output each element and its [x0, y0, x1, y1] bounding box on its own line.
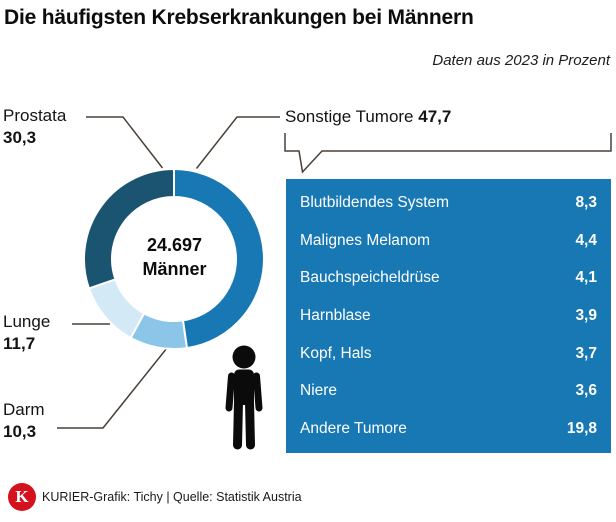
donut-slice-lunge	[87, 278, 146, 339]
breakdown-row-value: 3,7	[575, 344, 597, 362]
breakdown-row-label: Blutbildendes System	[300, 193, 450, 211]
donut-center-unit: Männer	[142, 259, 207, 279]
breakdown-row-value: 19,8	[566, 420, 597, 438]
footer-credit: KURIER-Grafik: Tichy | Quelle: Statistik…	[42, 490, 302, 504]
breakdown-row-value: 3,6	[575, 382, 597, 400]
breakdown-row-label: Kopf, Hals	[300, 344, 372, 362]
breakdown-row: Malignes Melanom 4,4	[300, 232, 597, 250]
man-pictogram-icon	[225, 345, 263, 450]
callout-sonstige-label: Sonstige Tumore	[285, 107, 414, 126]
kurier-logo: K	[8, 483, 36, 511]
breakdown-row: Bauchspeicheldrüse 4,1	[300, 269, 597, 287]
callout-prostata: Prostata 30,3	[3, 105, 66, 149]
breakdown-row-label: Andere Tumore	[300, 420, 407, 438]
breakdown-row: Harnblase 3,9	[300, 307, 597, 325]
donut-slice-prostata	[83, 168, 175, 290]
breakdown-row: Blutbildendes System 8,3	[300, 194, 597, 212]
callout-sonstige-value: 47,7	[418, 107, 452, 126]
callout-darm-label: Darm	[3, 400, 45, 419]
callout-sonstige: Sonstige Tumore 47,7	[285, 107, 451, 127]
breakdown-row-value: 8,3	[575, 193, 597, 211]
breakdown-row-value: 3,9	[575, 306, 597, 324]
callout-darm: Darm 10,3	[3, 399, 45, 443]
breakdown-row-value: 4,1	[575, 269, 597, 287]
callout-prostata-value: 30,3	[3, 128, 37, 147]
donut-center-value: 24.697	[146, 235, 203, 255]
breakdown-row-value: 4,4	[575, 231, 597, 249]
page-title: Die häufigsten Krebserkrankungen bei Män…	[4, 6, 474, 29]
callout-darm-value: 10,3	[3, 422, 37, 441]
callout-lunge: Lunge 11,7	[3, 311, 50, 355]
sonstige-bracket	[284, 133, 612, 174]
callout-prostata-label: Prostata	[3, 106, 67, 125]
breakdown-row-label: Niere	[300, 382, 338, 400]
kurier-logo-letter: K	[15, 487, 29, 506]
breakdown-row-label: Bauchspeicheldrüse	[300, 269, 440, 287]
donut-slice-sonstige-tumore	[173, 168, 265, 350]
prostata-leader-line	[86, 116, 164, 169]
footer: K KURIER-Grafik: Tichy | Quelle: Statist…	[0, 483, 616, 511]
callout-lunge-label: Lunge	[3, 312, 51, 331]
breakdown-row: Andere Tumore 19,8	[300, 420, 597, 438]
darm-leader-line	[57, 347, 168, 429]
breakdown-row-label: Harnblase	[300, 306, 371, 324]
breakdown-row: Kopf, Hals 3,7	[300, 345, 597, 363]
breakdown-row-label: Malignes Melanom	[300, 231, 431, 249]
callout-lunge-value: 11,7	[3, 334, 36, 353]
donut-chart	[83, 168, 265, 350]
sonstige-breakdown-panel: Blutbildendes System 8,3 Malignes Melanom 4…	[286, 179, 611, 453]
sonstige-leader-line	[195, 116, 280, 169]
chart-subtitle: Daten aus 2023 in Prozent	[432, 52, 610, 69]
breakdown-row: Niere 3,6	[300, 382, 597, 400]
donut-center-label: 24.697 Männer	[114, 233, 235, 281]
